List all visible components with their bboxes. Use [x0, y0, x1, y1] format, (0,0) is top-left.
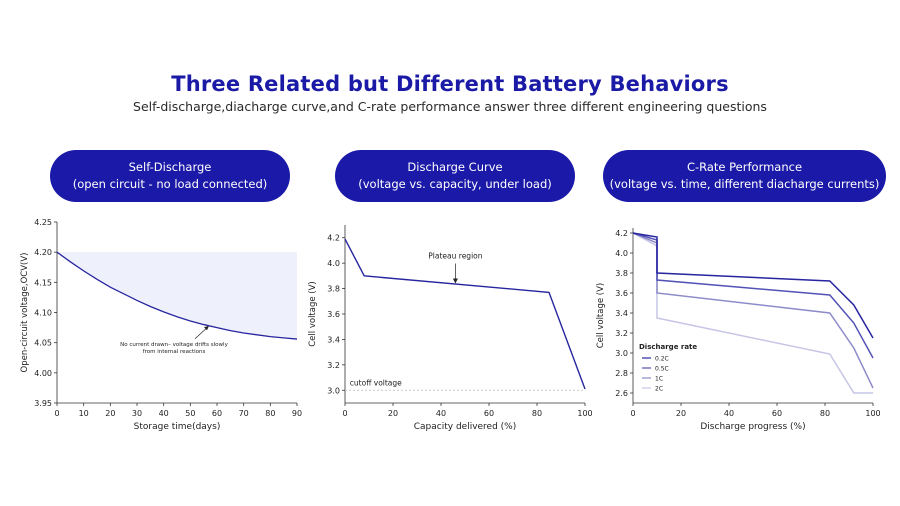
y-tick-label: 3.95	[34, 399, 52, 408]
annotation-arrow	[194, 327, 208, 340]
panel-header-c-rate: C-Rate Performance (voltage vs. time, di…	[603, 150, 886, 202]
legend-title: Discharge rate	[639, 343, 697, 351]
y-tick-label: 3.6	[615, 289, 628, 298]
y-tick-label: 4.15	[34, 278, 52, 287]
y-tick-label: 3.8	[327, 285, 340, 294]
y-tick-label: 3.0	[615, 349, 628, 358]
y-axis-label: Open-circuit voltage,OCV(V)	[20, 253, 30, 373]
y-tick-label: 4.25	[34, 218, 52, 227]
plateau-label: Plateau region	[428, 251, 482, 260]
x-tick-label: 30	[132, 409, 142, 418]
x-tick-label: 70	[239, 409, 249, 418]
y-tick-label: 4.20	[34, 248, 52, 257]
x-tick-label: 20	[388, 409, 398, 418]
x-tick-label: 60	[484, 409, 494, 418]
panel-header-title: C-Rate Performance	[686, 160, 803, 174]
y-tick-label: 3.4	[615, 309, 628, 318]
page-subtitle: Self-discharge,diacharge curve,and C-rat…	[133, 99, 767, 114]
discharge-curve-chart: 0 20 40 60 80 100 3.0 3.2 3.4 3.6 3.8 4.0 4.2 Capacit…	[308, 225, 593, 432]
x-tick-label: 40	[436, 409, 446, 418]
y-axis-label: Cell voltage (V)	[308, 281, 318, 347]
x-axis-label: Storage time(days)	[134, 422, 221, 432]
series-line-1C	[632, 232, 874, 389]
y-tick-label: 3.8	[615, 269, 628, 278]
y-tick-label: 2.6	[615, 389, 628, 398]
y-tick-label: 3.2	[615, 329, 628, 338]
y-tick-label: 4.2	[615, 229, 628, 238]
legend-label-1C: 1C	[655, 376, 663, 383]
y-tick-label: 4.00	[34, 369, 52, 378]
panel-header-self-discharge: Self-Discharge (open circuit - no load c…	[50, 150, 290, 202]
discharge-line	[344, 238, 586, 390]
series-line-0_5C	[632, 232, 874, 359]
y-tick-label: 2.8	[615, 369, 628, 378]
x-tick-label: 10	[79, 409, 89, 418]
y-tick-label: 3.0	[327, 386, 340, 395]
x-tick-label: 20	[676, 409, 686, 418]
x-tick-label: 0	[342, 409, 347, 418]
y-tick-label: 3.4	[327, 335, 340, 344]
y-tick-label: 4.10	[34, 309, 52, 318]
panel-header-discharge-curve: Discharge Curve (voltage vs. capacity, u…	[335, 150, 575, 202]
legend-label-0_2C: 0.2C	[655, 356, 669, 363]
page-title: Three Related but Different Battery Beha…	[171, 72, 729, 96]
x-axis-label: Capacity delivered (%)	[414, 422, 517, 432]
x-tick-label: 20	[105, 409, 115, 418]
annotation-text: from internal reactions	[143, 349, 206, 355]
x-tick-label: 60	[212, 409, 222, 418]
x-tick-label: 100	[865, 409, 880, 418]
annotation-arrowhead	[204, 325, 209, 331]
legend-label-2C: 2C	[655, 386, 663, 393]
x-tick-label: 80	[265, 409, 275, 418]
x-tick-label: 0	[54, 409, 59, 418]
series-line-0_2C	[632, 232, 874, 339]
y-tick-label: 4.05	[34, 339, 52, 348]
self-discharge-chart: 0 10 20 30 40 50 60 70 80 90 3.95 4.00 4.05 4.10 4.15 4…	[20, 218, 302, 432]
x-tick-label: 80	[532, 409, 542, 418]
c-rate-chart: 0 20 40 60 80 100 2.6 2.8 3.0 3.2 3.4 3.6 3.8 4.0 4.2 D…	[596, 228, 881, 432]
y-axis-label: Cell voltage (V)	[596, 283, 606, 349]
x-tick-label: 80	[820, 409, 830, 418]
legend-label-0_5C: 0.5C	[655, 366, 669, 373]
self-discharge-area	[57, 252, 297, 340]
x-axis-label: Discharge progress (%)	[700, 422, 805, 432]
y-tick-label: 4.2	[327, 234, 340, 243]
cutoff-label: cutoff voltage	[350, 378, 402, 387]
panel-header-title: Discharge Curve	[407, 160, 503, 174]
x-tick-label: 0	[630, 409, 635, 418]
x-tick-label: 50	[185, 409, 195, 418]
y-tick-label: 4.0	[327, 259, 340, 268]
x-tick-label: 40	[724, 409, 734, 418]
x-tick-label: 100	[577, 409, 592, 418]
panel-header-caption: (voltage vs. time, different diacharge c…	[609, 177, 880, 191]
x-tick-label: 60	[772, 409, 782, 418]
series-line-2C	[632, 232, 873, 394]
x-tick-label: 40	[159, 409, 169, 418]
panel-header-caption: (voltage vs. capacity, under load)	[358, 177, 552, 191]
y-tick-label: 3.2	[327, 361, 340, 370]
panel-header-title: Self-Discharge	[128, 160, 212, 174]
panel-header-caption: (open circuit - no load connected)	[72, 177, 268, 191]
x-tick-label: 90	[292, 409, 302, 418]
plateau-arrowhead	[452, 278, 458, 284]
y-tick-label: 4.0	[615, 249, 628, 258]
annotation-text: No current drawn– voltage drifts slowly	[120, 342, 228, 348]
y-tick-label: 3.6	[327, 310, 340, 319]
ocv-decay-line	[56, 251, 298, 340]
